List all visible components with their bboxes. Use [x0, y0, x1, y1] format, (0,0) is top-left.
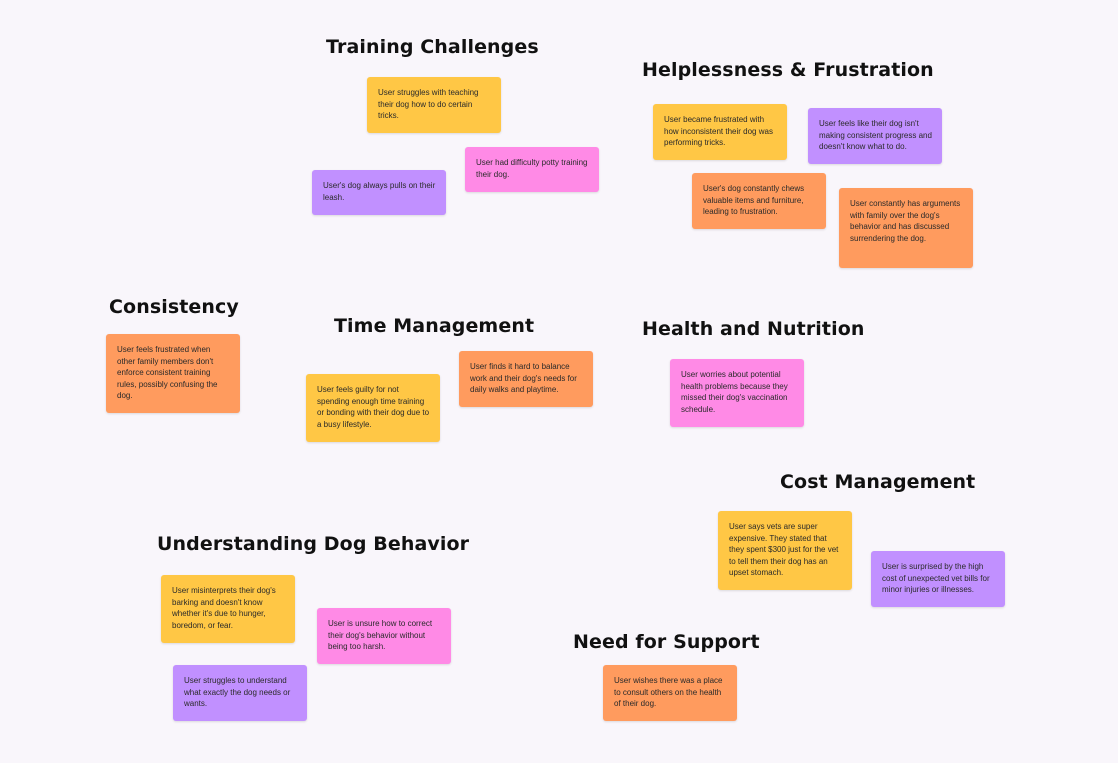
cluster-title-need-for-support: Need for Support — [573, 631, 760, 653]
sticky-note[interactable]: User constantly has arguments with famil… — [839, 188, 973, 268]
sticky-note[interactable]: User feels guilty for not spending enoug… — [306, 374, 440, 442]
cluster-title-cost-management: Cost Management — [780, 471, 976, 493]
sticky-note[interactable]: User misinterprets their dog's barking a… — [161, 575, 295, 643]
cluster-title-helplessness-frustration: Helplessness & Frustration — [642, 59, 934, 81]
sticky-note[interactable]: User wishes there was a place to consult… — [603, 665, 737, 721]
sticky-note[interactable]: User feels frustrated when other family … — [106, 334, 240, 413]
sticky-note[interactable]: User's dog always pulls on their leash. — [312, 170, 446, 215]
sticky-note[interactable]: User struggles to understand what exactl… — [173, 665, 307, 721]
sticky-note[interactable]: User worries about potential health prob… — [670, 359, 804, 427]
sticky-note[interactable]: User is unsure how to correct their dog'… — [317, 608, 451, 664]
sticky-note[interactable]: User says vets are super expensive. They… — [718, 511, 852, 590]
cluster-title-consistency: Consistency — [109, 296, 239, 318]
cluster-title-health-nutrition: Health and Nutrition — [642, 318, 865, 340]
sticky-note[interactable]: User struggles with teaching their dog h… — [367, 77, 501, 133]
cluster-title-training-challenges: Training Challenges — [326, 36, 539, 58]
sticky-note[interactable]: User's dog constantly chews valuable ite… — [692, 173, 826, 229]
sticky-note[interactable]: User finds it hard to balance work and t… — [459, 351, 593, 407]
cluster-title-understanding-dog-behavior: Understanding Dog Behavior — [157, 533, 470, 555]
sticky-note[interactable]: User feels like their dog isn't making c… — [808, 108, 942, 164]
sticky-note[interactable]: User is surprised by the high cost of un… — [871, 551, 1005, 607]
cluster-title-time-management: Time Management — [334, 315, 535, 337]
sticky-note[interactable]: User had difficulty potty training their… — [465, 147, 599, 192]
sticky-note[interactable]: User became frustrated with how inconsis… — [653, 104, 787, 160]
